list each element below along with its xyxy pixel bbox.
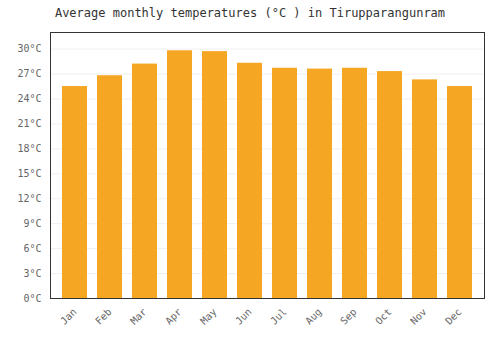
svg-text:12°C: 12°C xyxy=(17,193,41,204)
svg-text:15°C: 15°C xyxy=(17,168,41,179)
svg-text:Aug: Aug xyxy=(303,306,324,327)
svg-text:9°C: 9°C xyxy=(23,218,41,229)
html-text:Average monthly temperatures (: Average monthly temperatures (°C ) in Ti… xyxy=(54,6,446,20)
svg-text:30°C: 30°C xyxy=(17,43,41,54)
svg-text:0°C: 0°C xyxy=(23,293,41,304)
svg-text:Jun: Jun xyxy=(233,306,254,327)
svg-text:Feb: Feb xyxy=(93,306,114,327)
svg-text:Apr: Apr xyxy=(163,306,184,327)
svg-text:18°C: 18°C xyxy=(17,143,41,154)
svg-text:Oct: Oct xyxy=(373,306,394,327)
svg-text:27°C: 27°C xyxy=(17,68,41,79)
svg-text:May: May xyxy=(198,306,219,327)
svg-text:Mar: Mar xyxy=(128,306,149,327)
svg-text:6°C: 6°C xyxy=(23,243,41,254)
svg-text:24°C: 24°C xyxy=(17,93,41,104)
svg-text:Dec: Dec xyxy=(443,306,464,327)
svg-text:21°C: 21°C xyxy=(17,118,41,129)
svg-text:Nov: Nov xyxy=(408,306,429,327)
svg-text:3°C: 3°C xyxy=(23,268,41,279)
svg-text:Sep: Sep xyxy=(338,306,359,327)
svg-text:Jan: Jan xyxy=(58,306,79,327)
svg-text:Jul: Jul xyxy=(268,306,289,327)
